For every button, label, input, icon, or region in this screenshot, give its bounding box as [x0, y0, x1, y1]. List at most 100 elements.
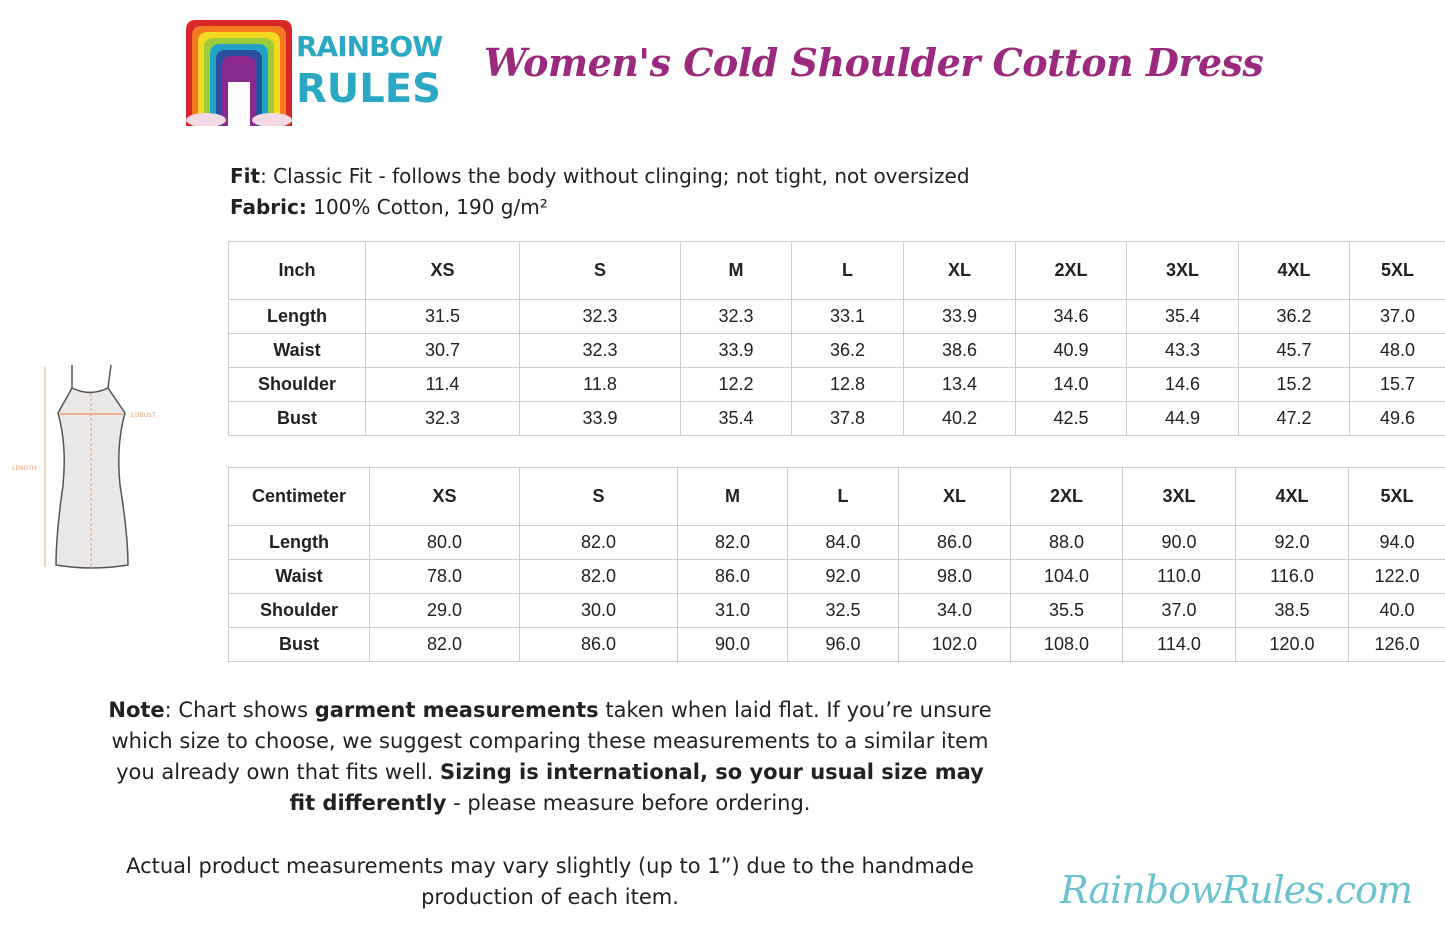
- cell-value: 126.0: [1348, 627, 1445, 662]
- cell-value: 37.8: [791, 401, 904, 436]
- cell-value: 40.0: [1348, 593, 1445, 628]
- size-header-5xl: 5XL: [1349, 241, 1445, 300]
- cell-value: 38.5: [1235, 593, 1349, 628]
- disclaimer: Actual product measurements may vary sli…: [126, 854, 974, 909]
- note-paragraph: Note: Chart shows garment measurements t…: [100, 695, 1000, 819]
- cell-value: 33.9: [680, 333, 792, 368]
- cell-value: 32.3: [519, 333, 681, 368]
- brand-name: RAINBOW RULES: [296, 26, 443, 112]
- cell-value: 122.0: [1348, 559, 1445, 594]
- row-label: Shoulder: [228, 367, 366, 402]
- cell-value: 13.4: [903, 367, 1016, 402]
- size-header-s: S: [519, 467, 678, 526]
- note-text: - please measure before ordering.: [446, 791, 811, 815]
- cell-value: 30.0: [519, 593, 678, 628]
- size-header-xl: XL: [903, 241, 1016, 300]
- table-row: Length 31.5 32.3 32.3 33.1 33.9 34.6 35.4 36.2 37…: [228, 299, 1445, 334]
- row-label: Shoulder: [228, 593, 370, 628]
- table-row: Waist 78.0 82.0 86.0 92.0 98.0 104.0 110.0 116.0…: [228, 559, 1445, 594]
- cell-value: 30.7: [365, 333, 520, 368]
- cell-value: 82.0: [677, 525, 788, 560]
- size-header-m: M: [677, 467, 788, 526]
- size-header-m: M: [680, 241, 792, 300]
- size-header-2xl: 2XL: [1010, 467, 1123, 526]
- table-row: Length 80.0 82.0 82.0 84.0 86.0 88.0 90.0 92.0 94…: [228, 525, 1445, 560]
- fit-info: Fit: Classic Fit - follows the body with…: [230, 164, 970, 188]
- cell-value: 90.0: [677, 627, 788, 662]
- cell-value: 49.6: [1349, 401, 1445, 436]
- cell-value: 48.0: [1349, 333, 1445, 368]
- size-header-l: L: [791, 241, 904, 300]
- cell-value: 15.7: [1349, 367, 1445, 402]
- cell-value: 90.0: [1122, 525, 1236, 560]
- brand-line-1: RAINBOW: [296, 30, 443, 63]
- cell-value: 78.0: [369, 559, 520, 594]
- cell-value: 34.6: [1015, 299, 1127, 334]
- table-row: Bust 82.0 86.0 90.0 96.0 102.0 108.0 114.0 120.0…: [228, 627, 1445, 662]
- bust-label: 1/2BUST: [130, 412, 156, 419]
- cell-value: 82.0: [519, 525, 678, 560]
- cell-value: 15.2: [1238, 367, 1350, 402]
- size-header-s: S: [519, 241, 681, 300]
- cell-value: 45.7: [1238, 333, 1350, 368]
- cell-value: 32.3: [365, 401, 520, 436]
- cell-value: 31.5: [365, 299, 520, 334]
- size-header-l: L: [787, 467, 899, 526]
- cell-value: 37.0: [1122, 593, 1236, 628]
- cell-value: 94.0: [1348, 525, 1445, 560]
- cell-value: 36.2: [791, 333, 904, 368]
- cell-value: 92.0: [787, 559, 899, 594]
- brand-line-2: RULES: [296, 66, 441, 112]
- size-header-5xl: 5XL: [1348, 467, 1445, 526]
- size-header-3xl: 3XL: [1122, 467, 1236, 526]
- inch-size-table: Inch XS S M L XL 2XL 3XL 4XL 5XL Length 31.5 32.3 32.…: [228, 241, 1445, 436]
- header-row: Centimeter XS S M L XL 2XL 3XL 4XL 5XL: [228, 467, 1445, 526]
- table-row: Shoulder 11.4 11.8 12.2 12.8 13.4 14.0 14.6 15.2…: [228, 367, 1445, 402]
- note-label: Note: [108, 698, 165, 722]
- fit-label: Fit: [230, 164, 261, 188]
- unit-header: Centimeter: [228, 467, 370, 526]
- cell-value: 44.9: [1126, 401, 1239, 436]
- cell-value: 80.0: [369, 525, 520, 560]
- cm-size-table: Centimeter XS S M L XL 2XL 3XL 4XL 5XL Length 80.0 8…: [228, 467, 1445, 662]
- cell-value: 108.0: [1010, 627, 1123, 662]
- cell-value: 14.6: [1126, 367, 1239, 402]
- cell-value: 11.8: [519, 367, 681, 402]
- fit-text: : Classic Fit - follows the body without…: [260, 164, 970, 188]
- cell-value: 32.5: [787, 593, 899, 628]
- table-row: Waist 30.7 32.3 33.9 36.2 38.6 40.9 43.3 45.7 48.…: [228, 333, 1445, 368]
- row-label: Waist: [228, 559, 370, 594]
- website-logo: RainbowRules.com: [1060, 868, 1413, 912]
- cell-value: 29.0: [369, 593, 520, 628]
- row-label: Bust: [228, 627, 370, 662]
- cell-value: 110.0: [1122, 559, 1236, 594]
- cell-value: 86.0: [677, 559, 788, 594]
- cell-value: 38.6: [903, 333, 1016, 368]
- rainbow-logo-icon: [186, 20, 292, 126]
- note-text: : Chart shows: [164, 698, 315, 722]
- note-bold: Sizing is international, so your usual s…: [289, 760, 984, 815]
- cell-value: 40.9: [1015, 333, 1127, 368]
- note-text: taken when laid flat. If you’re unsure w…: [111, 698, 992, 784]
- cell-value: 120.0: [1235, 627, 1349, 662]
- size-header-xs: XS: [369, 467, 520, 526]
- cell-value: 82.0: [369, 627, 520, 662]
- cell-value: 86.0: [898, 525, 1011, 560]
- cell-value: 33.1: [791, 299, 904, 334]
- cell-value: 12.2: [680, 367, 792, 402]
- size-header-xl: XL: [898, 467, 1011, 526]
- cell-value: 86.0: [519, 627, 678, 662]
- cell-value: 32.3: [680, 299, 792, 334]
- cell-value: 42.5: [1015, 401, 1127, 436]
- length-label: LENGTH: [12, 465, 36, 472]
- cell-value: 104.0: [1010, 559, 1123, 594]
- cell-value: 96.0: [787, 627, 899, 662]
- cell-value: 31.0: [677, 593, 788, 628]
- size-header-2xl: 2XL: [1015, 241, 1127, 300]
- cell-value: 40.2: [903, 401, 1016, 436]
- row-label: Bust: [228, 401, 366, 436]
- cell-value: 35.4: [680, 401, 792, 436]
- cell-value: 36.2: [1238, 299, 1350, 334]
- cell-value: 88.0: [1010, 525, 1123, 560]
- page-title: Women's Cold Shoulder Cotton Dress: [484, 40, 1264, 85]
